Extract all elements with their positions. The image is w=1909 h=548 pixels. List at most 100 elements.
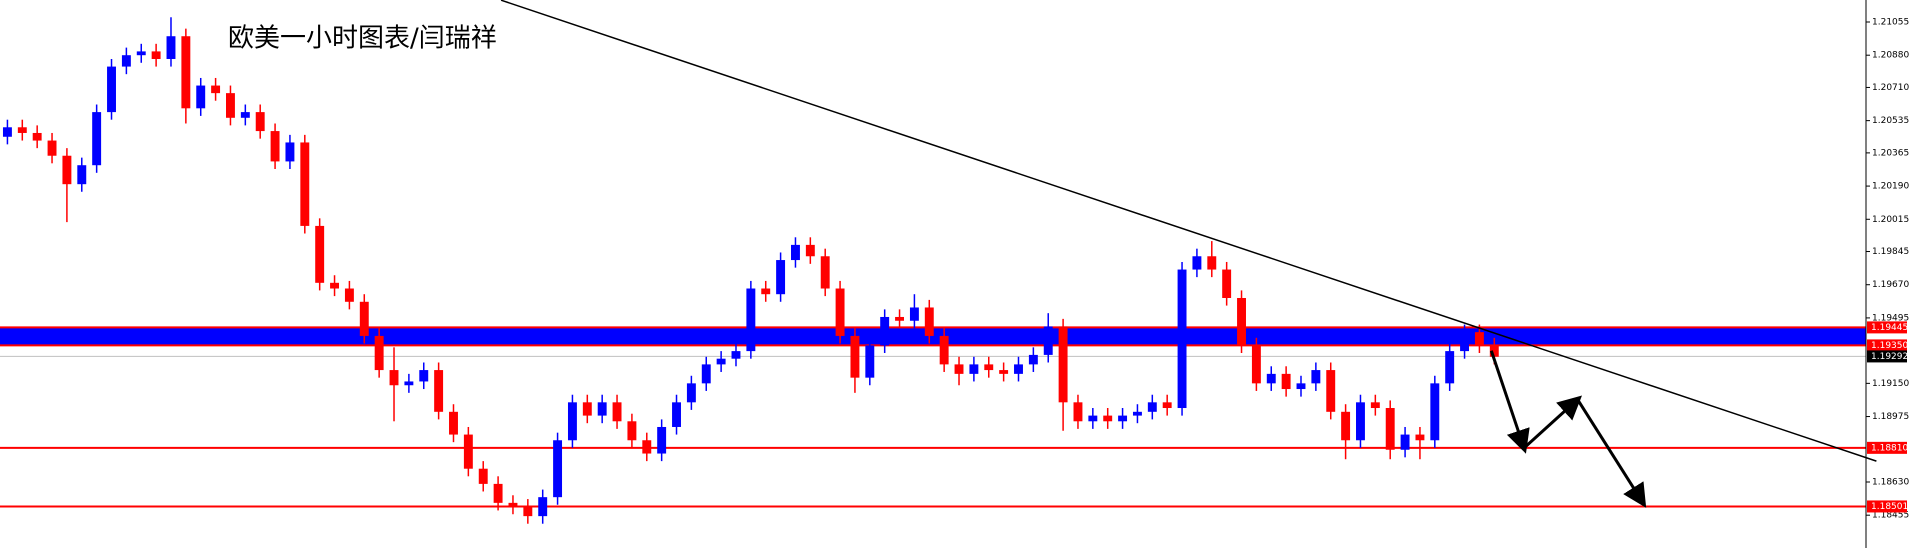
- candle-body: [1237, 297, 1246, 346]
- candle-body: [136, 51, 146, 56]
- candle-body: [553, 440, 563, 498]
- candle-body: [270, 131, 280, 162]
- candle-body: [62, 155, 72, 185]
- candle-body: [1341, 411, 1351, 441]
- zone: [0, 327, 1866, 346]
- y-tick-label: 1.20880: [1872, 51, 1909, 61]
- candle-body: [1207, 256, 1217, 270]
- candle-body: [344, 288, 354, 302]
- candle-body: [523, 506, 533, 517]
- candle-body: [255, 112, 265, 132]
- y-tick-label: 1.19670: [1872, 280, 1909, 290]
- candle-body: [850, 335, 860, 378]
- y-tick-label: 1.18455: [1872, 511, 1909, 521]
- candle-body: [880, 316, 890, 346]
- candle-body: [538, 497, 548, 517]
- plot: [0, 0, 1877, 524]
- candle-body: [597, 402, 607, 416]
- candle-body: [434, 370, 444, 412]
- y-tick-label: 1.18630: [1872, 477, 1909, 487]
- candle-body: [612, 402, 622, 422]
- candle-body: [909, 307, 919, 321]
- candle-body: [954, 364, 964, 374]
- y-tick-label: 1.20535: [1872, 116, 1909, 126]
- candle-body: [300, 142, 310, 226]
- candle-body: [226, 93, 235, 118]
- candle-body: [1162, 402, 1172, 409]
- candle-body: [1370, 402, 1380, 409]
- y-tick-label: 1.19150: [1872, 379, 1909, 389]
- level-label-box: [1867, 500, 1907, 513]
- candle-body: [716, 358, 726, 365]
- y-tick-label: 1.19845: [1872, 247, 1909, 257]
- candle-body: [508, 502, 518, 507]
- y-tick-label: 1.18975: [1872, 412, 1909, 422]
- candle-body: [746, 288, 756, 352]
- candle-body: [47, 140, 57, 156]
- level-label-box: [1867, 441, 1907, 454]
- candle-body: [686, 383, 696, 403]
- candle-body: [404, 381, 414, 386]
- candle-body: [1445, 351, 1455, 384]
- candle-body: [1147, 402, 1157, 412]
- y-tick-label: 1.20015: [1872, 215, 1909, 225]
- candle-body: [1460, 332, 1470, 352]
- level-label: 1.19445: [1871, 323, 1908, 333]
- candle-body: [1103, 415, 1113, 422]
- candle-body: [374, 335, 384, 371]
- y-tick-label: 1.19495: [1872, 313, 1909, 323]
- projection-arrow: [1576, 398, 1647, 508]
- level-label: 1.18501: [1871, 502, 1908, 512]
- candle-body: [969, 364, 979, 374]
- level-label: 1.19292: [1871, 352, 1908, 362]
- level-label: 1.19350: [1871, 341, 1908, 351]
- candle-body: [17, 127, 27, 133]
- trendline: [500, 0, 1877, 462]
- candle-body: [1430, 383, 1440, 441]
- candle-body: [359, 301, 369, 336]
- candle-body: [1088, 415, 1098, 422]
- y-tick-label: 1.20710: [1872, 83, 1909, 93]
- level-label: 1.18810: [1871, 443, 1908, 453]
- candle-body: [389, 370, 399, 386]
- candle-body: [1356, 402, 1365, 441]
- candle-body: [1192, 256, 1202, 270]
- candle-body: [731, 351, 741, 359]
- chart-title: 欧美一小时图表/闫瑞祥: [228, 24, 497, 54]
- candle-body: [1118, 415, 1128, 422]
- y-tick-label: 1.20365: [1872, 148, 1909, 158]
- projection-arrow: [1489, 350, 1530, 454]
- projection-arrow: [1523, 395, 1582, 450]
- candle-body: [121, 55, 131, 67]
- candle-body: [820, 256, 830, 289]
- candle-body: [1028, 354, 1038, 365]
- candle-body: [895, 316, 905, 321]
- candle-body: [865, 345, 875, 378]
- candle-body: [1474, 332, 1484, 346]
- candle-body: [1415, 434, 1425, 441]
- candle-body: [984, 364, 994, 371]
- candle-body: [1014, 364, 1023, 374]
- candle-body: [1489, 345, 1499, 357]
- y-tick-label: 1.21055: [1872, 18, 1909, 28]
- candle-body: [627, 421, 637, 441]
- candle-body: [315, 225, 325, 283]
- candle-body: [32, 132, 42, 141]
- candle-body: [92, 112, 102, 166]
- candle-body: [924, 307, 934, 336]
- candle-body: [672, 402, 681, 427]
- candle-body: [211, 85, 221, 94]
- candle-body: [657, 426, 667, 454]
- candle-body: [1222, 269, 1232, 298]
- candle-body: [791, 244, 800, 261]
- level-label-box: [1867, 339, 1907, 352]
- y-tick-label: 1.20190: [1872, 182, 1909, 192]
- candle-body: [567, 402, 577, 441]
- candle-body: [181, 36, 191, 109]
- candle-body: [478, 468, 488, 484]
- candle-body: [2, 127, 12, 137]
- candle-body: [1281, 373, 1291, 390]
- candle-body: [166, 36, 176, 59]
- candle-body: [419, 370, 429, 382]
